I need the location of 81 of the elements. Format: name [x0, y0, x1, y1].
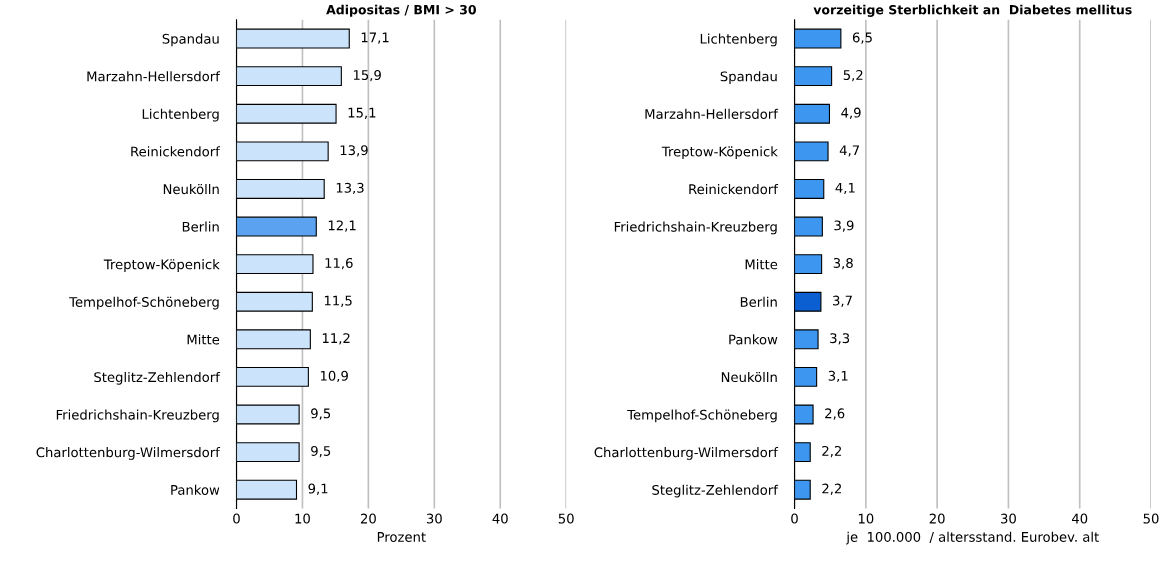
- data-label: 4,9: [841, 107, 861, 119]
- y-tick-label: Reinickendorf: [689, 183, 779, 195]
- y-tick-label: Reinickendorf: [131, 146, 221, 157]
- x-tick-label: 50: [1143, 513, 1159, 524]
- bar: [236, 404, 300, 425]
- data-label: 3,8: [833, 257, 853, 270]
- bar: [236, 216, 317, 237]
- data-label: 11,5: [324, 295, 352, 307]
- y-tick-label: Lichtenberg: [142, 108, 219, 122]
- y-tick-label: Tempelhof-Schöneberg: [627, 409, 777, 423]
- data-label: 13,3: [336, 182, 364, 195]
- y-tick-label: Berlin: [740, 296, 777, 307]
- data-label: 17,1: [361, 32, 389, 44]
- bar: [236, 291, 313, 312]
- data-label: 3,1: [828, 370, 848, 383]
- y-tick-label: Mitte: [187, 334, 220, 345]
- data-label: 13,9: [340, 145, 368, 157]
- bar: [236, 103, 337, 124]
- bar: [236, 442, 300, 463]
- y-tick-label: Lichtenberg: [700, 33, 777, 47]
- y-tick-label: Neukölln: [721, 371, 777, 383]
- x-tick-label: 10: [295, 513, 310, 524]
- data-label: 2,6: [825, 408, 845, 420]
- data-label: 9,5: [311, 445, 331, 458]
- data-label: 3,7: [833, 295, 852, 307]
- x-tick-label: 0: [233, 513, 240, 524]
- x-tick-label: 40: [492, 513, 508, 524]
- data-label: 12,1: [328, 220, 356, 232]
- y-tick-label: Mitte: [745, 259, 778, 270]
- data-label: 2,2: [822, 445, 841, 458]
- chart-title: vorzeitige Sterblichkeit an Diabetes mellitus: [813, 4, 1132, 17]
- y-tick-label: Marzahn-Hellersdorf: [645, 108, 779, 119]
- y-tick-label: Treptow-Köpenick: [661, 146, 778, 160]
- x-tick-label: 20: [360, 513, 376, 524]
- x-tick-label: 20: [929, 513, 945, 524]
- data-label: 3,3: [830, 333, 850, 345]
- y-tick-label: Marzahn-Hellersdorf: [87, 71, 221, 82]
- x-tick-label: 40: [1071, 513, 1088, 524]
- data-label: 9,1: [308, 483, 328, 495]
- x-tick-label: 30: [1001, 513, 1016, 524]
- y-tick-label: Pankow: [729, 334, 778, 345]
- data-label: 6,5: [852, 32, 872, 44]
- bar: [236, 366, 309, 387]
- y-tick-label: Friedrichshain-Kreuzberg: [56, 409, 219, 423]
- data-label: 11,6: [325, 257, 353, 270]
- y-tick-label: Spandau: [162, 33, 219, 47]
- bar: [236, 141, 329, 162]
- bar: [236, 28, 350, 49]
- y-tick-label: Charlottenburg-Wilmersdorf: [36, 447, 221, 460]
- y-tick-label: Berlin: [182, 221, 219, 232]
- data-label: 3,9: [834, 220, 854, 232]
- x-tick-label: 30: [426, 513, 442, 524]
- y-tick-label: Neukölln: [163, 183, 219, 195]
- y-tick-label: Steglitz-Zehlendorf: [94, 371, 221, 385]
- y-tick-label: Treptow-Köpenick: [103, 259, 220, 272]
- bar: [236, 479, 298, 500]
- data-label: 2,2: [822, 483, 841, 495]
- x-axis-title: je 100.000 / altersstand. Eurobev. alt: [846, 531, 1099, 545]
- bar: [236, 178, 325, 199]
- bar: [236, 254, 314, 275]
- data-label: 5,2: [843, 70, 863, 82]
- y-tick-label: Steglitz-Zehlendorf: [652, 484, 779, 498]
- data-label: 11,2: [322, 333, 350, 345]
- x-tick-label: 0: [791, 513, 798, 524]
- x-tick-label: 50: [558, 513, 574, 524]
- data-label: 15,1: [348, 107, 376, 119]
- bar: [236, 329, 311, 350]
- y-tick-label: Spandau: [720, 71, 777, 84]
- data-label: 9,5: [311, 408, 331, 420]
- y-tick-label: Pankow: [171, 484, 220, 495]
- y-tick-label: Tempelhof-Schöneberg: [69, 296, 219, 310]
- data-label: 4,7: [839, 145, 860, 157]
- data-label: 10,9: [320, 370, 348, 383]
- bar: [236, 66, 342, 87]
- data-label: 15,9: [353, 70, 381, 82]
- chart-title: Adipositas / BMI > 30: [326, 4, 476, 17]
- x-tick-label: 10: [858, 513, 874, 524]
- y-tick-label: Friedrichshain-Kreuzberg: [614, 221, 777, 235]
- data-label: 4,1: [835, 182, 855, 195]
- y-tick-label: Charlottenburg-Wilmersdorf: [594, 447, 779, 460]
- x-axis-title: Prozent: [377, 532, 426, 542]
